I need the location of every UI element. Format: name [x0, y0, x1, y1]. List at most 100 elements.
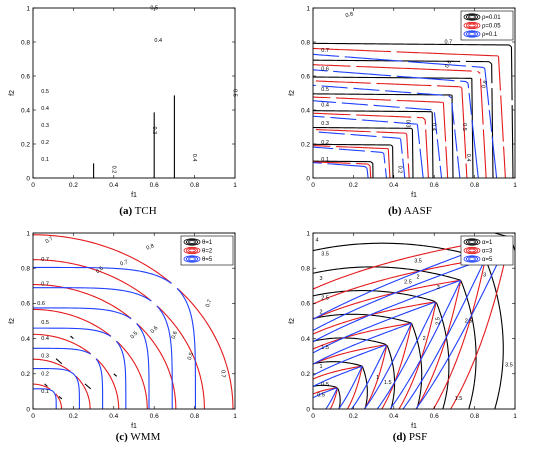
contour-line-blue-0_4	[33, 327, 127, 409]
contour-label: 0.6	[444, 60, 453, 70]
panel-psf: 4 3.5 3 2.5 2 1.5 1 0.5 0.5 3.5 2 3 2.5 2.5 2.5 3 3.5 1.5…	[289, 230, 517, 443]
contour-label: 0.7	[205, 299, 213, 308]
legend-swatch	[463, 238, 481, 246]
contour-label: 0.5	[317, 392, 325, 398]
contour-line-blue-3	[313, 279, 462, 409]
contour-line-red-0_1	[33, 383, 63, 409]
contour-label: 0.6	[95, 266, 105, 276]
y-tick-label: 0.8	[21, 266, 30, 273]
x-axis-label: f1	[131, 192, 137, 199]
x-tick-label: 0.2	[69, 182, 78, 189]
contour-label: 0.4	[41, 336, 49, 342]
x-tick-label: 1	[513, 413, 517, 420]
contour-label: 0.7	[41, 257, 49, 263]
y-tick-label: 0.6	[301, 301, 310, 308]
x-tick-label: 0.4	[109, 413, 118, 420]
legend-swatch	[183, 238, 201, 246]
contour-label: 0.1	[41, 157, 49, 163]
y-tick-label: 0	[306, 406, 310, 413]
caption-letter: (a)	[119, 205, 132, 217]
y-tick-label: 0.6	[301, 73, 310, 80]
x-tick-label: 0.6	[430, 413, 439, 420]
legend-swatch	[463, 246, 481, 255]
contour-label: 2	[320, 310, 323, 316]
contour-label: 3	[437, 285, 440, 291]
contour-line-blue-2_5	[313, 301, 436, 409]
x-tick-label: 0	[31, 413, 35, 420]
contour-label: 0.7	[45, 236, 55, 245]
caption-text: WMM	[128, 431, 161, 443]
y-tick-label: 0.6	[21, 301, 30, 308]
x-tick-label: 1	[233, 182, 237, 189]
contour-label: 2	[423, 336, 426, 342]
legend-swatch	[468, 32, 476, 36]
contour-line-red-0_8	[313, 47, 506, 178]
legend-swatch	[465, 31, 479, 37]
legend-swatch	[188, 248, 196, 253]
contour-line-blue-0_8	[313, 53, 498, 178]
x-tick-label: 0.4	[109, 182, 118, 189]
y-tick-label: 1	[306, 230, 310, 237]
contour-line-blue-0_3	[318, 131, 406, 178]
contour-label: 0.2	[41, 140, 49, 146]
caption-text: PSF	[406, 431, 427, 443]
legend-swatch	[463, 21, 481, 30]
x-tick-label: 0.6	[150, 413, 159, 420]
contour-label: 0.5	[321, 87, 329, 93]
contour-line-red-3	[313, 279, 462, 409]
contour-line-blue-0_2	[313, 146, 387, 178]
plot-area	[313, 42, 514, 178]
axes-frame	[32, 7, 236, 179]
y-tick-label: 0.4	[301, 107, 310, 114]
contour-line-black-0_4	[36, 271, 192, 407]
contour-label: 0.5	[41, 320, 49, 326]
y-tick-label: 0	[26, 175, 30, 182]
contour-line-red-0_3	[315, 128, 410, 178]
legend-swatch	[188, 257, 196, 261]
contour-label: 0.5	[232, 89, 238, 97]
contour-line-blue-0_7	[313, 69, 479, 178]
contour-line-red-0_5	[33, 284, 177, 409]
panel-caption: (a) TCH	[119, 205, 156, 217]
x-tick-label: 0.2	[349, 182, 358, 189]
panel-tch: 0.10.20.30.40.50.20.30.40.40.50.50 0.2 0.4…	[9, 5, 238, 217]
contour-label: 1	[376, 375, 379, 381]
legend-swatch	[468, 240, 476, 244]
contour-line-black-0_8	[313, 42, 514, 178]
y-tick-label: 0.2	[21, 371, 30, 378]
x-tick-label: 0.8	[470, 182, 479, 189]
contour-line-blue-0_5	[313, 387, 338, 409]
y-tick-label: 1	[26, 5, 30, 12]
contour-line-blue-0_4	[313, 115, 424, 178]
contour-label: 0.6	[171, 331, 179, 340]
y-tick-label: 0.8	[21, 39, 30, 46]
legend-entry: θ=2	[202, 249, 213, 255]
x-tick-label: 0.4	[389, 413, 398, 420]
contour-label: 3.5	[414, 259, 422, 265]
y-tick-label: 0.4	[301, 336, 310, 343]
contour-line-blue-0_5	[313, 100, 443, 178]
contour-line-blue-0_2	[33, 368, 80, 409]
contour-label: 0.2	[396, 166, 402, 174]
contour-label: 0.5	[41, 89, 49, 95]
x-axis-label: f1	[411, 192, 417, 199]
panel-aasf: 0.8 0.7 0.6 0.5 0.4 0.3 0.2 0.1 0.6 0.7 0.8 0.4 0.3 0…	[289, 5, 517, 217]
contour-line-black-0_2	[55, 358, 92, 390]
x-tick-label: 0	[311, 182, 315, 189]
contour-label: 0.4	[465, 154, 471, 162]
legend-swatch	[465, 239, 479, 245]
contour-label: 1	[320, 364, 323, 370]
legend-swatch	[183, 255, 201, 263]
legend-entry: α=3	[482, 249, 493, 255]
y-tick-label: 0.2	[301, 141, 310, 148]
plot-area	[93, 95, 175, 178]
y-tick-label: 0.8	[301, 266, 310, 273]
plot-area	[33, 234, 234, 409]
x-tick-label: 0.2	[69, 413, 78, 420]
y-tick-label: 0	[306, 175, 310, 182]
contour-line-black-0_3	[313, 126, 414, 178]
legend-swatch	[188, 240, 196, 244]
contour-label: 0.6	[37, 301, 45, 307]
contour-label: 3	[320, 276, 323, 282]
contour-label: 0.8	[146, 243, 155, 251]
